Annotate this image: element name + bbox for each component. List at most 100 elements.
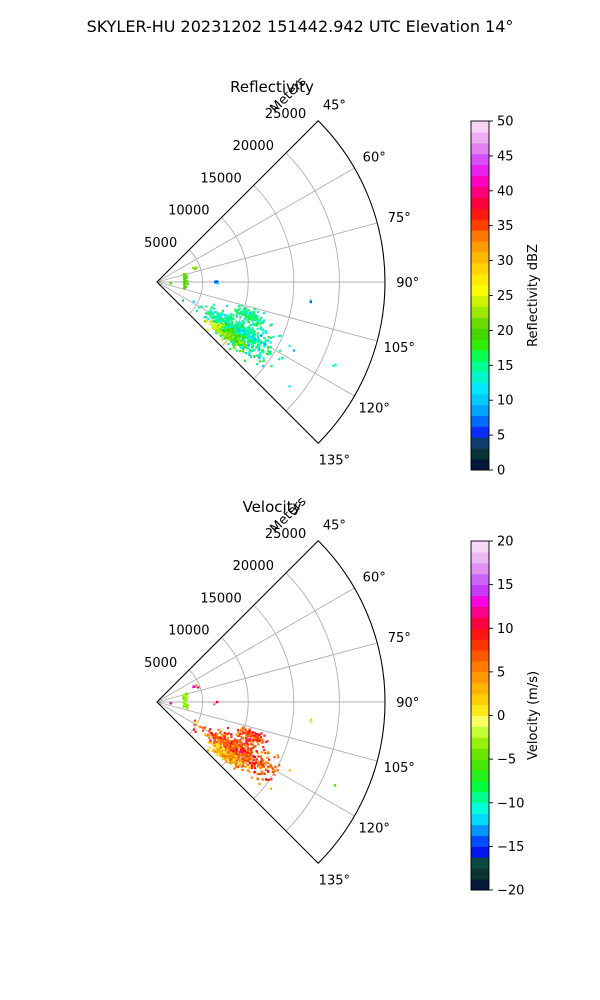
- echo-pixel: [182, 695, 185, 698]
- echo-pixel: [241, 757, 244, 760]
- echo-pixel: [271, 771, 275, 774]
- echo-pixel: [203, 726, 207, 729]
- echo-pixel: [213, 737, 216, 740]
- echo-pixel: [251, 761, 254, 764]
- colorbar-segment: [471, 868, 489, 880]
- echo-pixel: [244, 310, 248, 313]
- theta-tick-label: 60°: [363, 571, 386, 586]
- echo-pixel: [234, 766, 238, 769]
- echo-pixel: [205, 305, 208, 308]
- echo-pixel: [219, 332, 222, 335]
- echo-pixel: [247, 336, 250, 339]
- colorbar-segment: [471, 715, 489, 727]
- echo-pixel: [225, 315, 228, 318]
- echo-pixel: [242, 350, 245, 353]
- echo-pixel: [213, 311, 216, 314]
- echo-pixel: [250, 776, 253, 779]
- echo-pixel: [195, 684, 198, 687]
- echo-pixel: [237, 304, 241, 308]
- echo-pixel: [258, 773, 261, 776]
- echo-pixel: [259, 738, 263, 741]
- echo-pixel: [205, 319, 208, 322]
- echo-pixel: [208, 746, 211, 749]
- colorbar-segment: [471, 197, 489, 209]
- echo-pixel: [183, 696, 186, 699]
- echo-pixel: [228, 754, 231, 757]
- echo-pixel: [184, 280, 187, 283]
- echo-pixel: [256, 332, 259, 335]
- echo-pixel: [239, 341, 242, 344]
- echo-pixel: [217, 320, 220, 323]
- echo-pixel: [247, 347, 250, 350]
- echo-pixel: [214, 742, 217, 745]
- echo-pixel: [241, 324, 244, 327]
- colorbar-segment: [471, 371, 489, 384]
- echo-pixel: [270, 365, 273, 368]
- echo-pixel: [273, 756, 276, 759]
- echo-pixel: [169, 281, 172, 285]
- echo-pixel: [227, 744, 230, 747]
- echo-pixel: [269, 350, 272, 353]
- echo-pixel: [236, 331, 239, 334]
- echo-pixel: [258, 322, 261, 325]
- echo-pixel: [217, 317, 220, 321]
- echo-pixel: [258, 319, 262, 322]
- echo-pixel: [216, 320, 219, 324]
- echo-pixel: [272, 335, 275, 339]
- echo-pixel: [232, 752, 235, 755]
- echo-pixel: [248, 351, 251, 354]
- echo-pixel: [236, 325, 239, 328]
- echo-pixel: [259, 767, 262, 770]
- echo-pixel: [252, 737, 256, 740]
- echo-pixel: [266, 339, 269, 342]
- echo-pixel: [243, 760, 246, 763]
- echo-pixel: [238, 307, 241, 310]
- echo-pixel: [249, 330, 252, 333]
- echo-pixel: [222, 738, 225, 741]
- echo-pixel: [209, 315, 212, 318]
- echo-pixel: [250, 749, 253, 752]
- echo-pixel: [192, 300, 195, 303]
- echo-pixel: [261, 763, 264, 766]
- echo-pixel: [228, 317, 231, 320]
- echo-pixel: [225, 322, 228, 325]
- echo-pixel: [247, 320, 250, 323]
- echo-pixel: [209, 739, 212, 742]
- echo-pixel: [259, 342, 263, 345]
- echo-pixel: [213, 734, 216, 737]
- echo-pixel: [248, 728, 251, 731]
- echo-pixel: [256, 773, 259, 776]
- colorbar-tick-label: 25: [497, 289, 514, 304]
- echo-pixel: [227, 751, 230, 755]
- echo-pixel: [231, 337, 234, 340]
- echo-pixel: [232, 750, 235, 753]
- echo-pixel: [238, 326, 241, 330]
- echo-pixel: [227, 760, 230, 764]
- echo-pixel: [270, 778, 273, 781]
- echo-pixel: [218, 326, 221, 329]
- echo-pixel: [246, 332, 249, 335]
- echo-pixel: [235, 744, 239, 747]
- echo-pixel: [260, 757, 263, 760]
- echo-pixel: [261, 760, 264, 764]
- echo-pixel: [253, 337, 256, 340]
- echo-pixel: [276, 753, 279, 757]
- colorbar-segment: [471, 317, 489, 329]
- echo-pixel: [243, 330, 246, 334]
- echo-pixel: [244, 359, 247, 362]
- echo-pixel: [236, 310, 239, 314]
- echo-pixel: [243, 327, 246, 330]
- echo-pixel: [248, 352, 251, 355]
- echo-pixel: [246, 746, 249, 749]
- echo-pixel: [251, 320, 254, 323]
- echo-pixel: [267, 770, 270, 773]
- colorbar-segment: [471, 437, 489, 449]
- echo-pixel: [216, 327, 219, 330]
- echo-pixel: [251, 333, 254, 336]
- echo-pixel: [261, 738, 264, 741]
- echo-pixel: [264, 341, 267, 344]
- echo-pixel: [226, 315, 230, 318]
- echo-pixel: [270, 765, 273, 768]
- echo-pixel: [213, 744, 216, 747]
- echo-pixel: [226, 726, 230, 730]
